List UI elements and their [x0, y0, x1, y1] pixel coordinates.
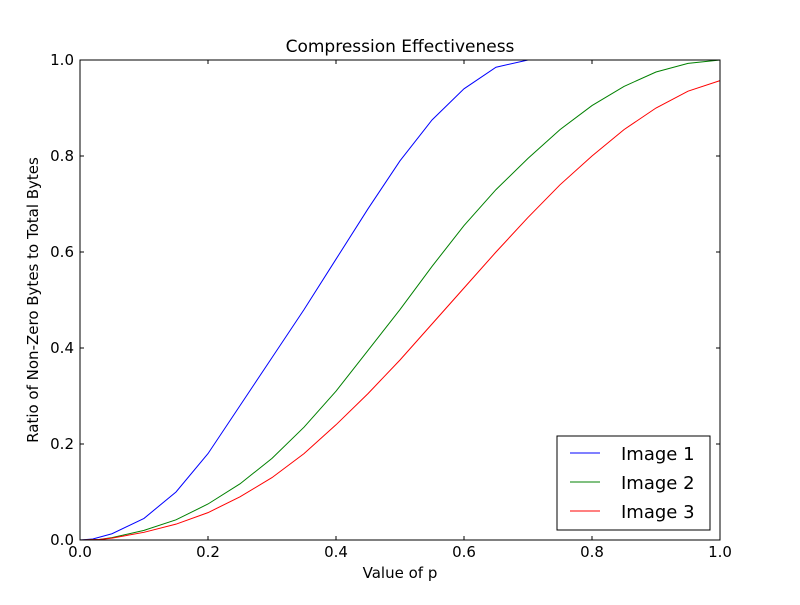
legend-box	[556, 435, 711, 531]
legend-item-image-3: Image 3	[570, 502, 695, 523]
y-tick-label: 1.0	[50, 51, 74, 69]
tick-layer: 0.0 0.2 0.4 0.6 0.8 1.0 0.0 0.2 0.4 0.6 0.8 1.0	[50, 51, 732, 561]
x-tick-label: 0.2	[196, 543, 220, 561]
x-tick-label: 0.8	[580, 543, 604, 561]
y-tick-label: 0.2	[50, 435, 74, 453]
legend: Image 1 Image 2 Image 3	[556, 435, 711, 531]
legend-items: Image 1 Image 2 Image 3	[570, 444, 695, 523]
x-tick-label: 0.4	[324, 543, 348, 561]
legend-label: Image 1	[621, 444, 695, 465]
legend-item-image-2: Image 2	[570, 473, 695, 494]
legend-label: Image 3	[621, 502, 695, 523]
series-line-image-2	[79, 59, 721, 541]
series-line-image-3	[79, 80, 721, 541]
x-tick-label: 0.0	[68, 543, 92, 561]
y-tick-label: 0.8	[50, 147, 74, 165]
y-axis-label: Ratio of Non-Zero Bytes to Total Bytes	[24, 157, 42, 443]
x-axis-label: Value of p	[363, 564, 438, 582]
x-tick-label: 1.0	[708, 543, 732, 561]
y-tick-label: 0.6	[50, 243, 74, 261]
y-tick-label: 0.4	[50, 339, 74, 357]
plot-frame	[79, 59, 721, 541]
chart-title: Compression Effectiveness	[286, 37, 515, 57]
x-tick-label: 0.6	[452, 543, 476, 561]
legend-item-image-1: Image 1	[570, 444, 695, 465]
legend-label: Image 2	[621, 473, 695, 494]
y-tick-label: 0.0	[50, 531, 74, 549]
